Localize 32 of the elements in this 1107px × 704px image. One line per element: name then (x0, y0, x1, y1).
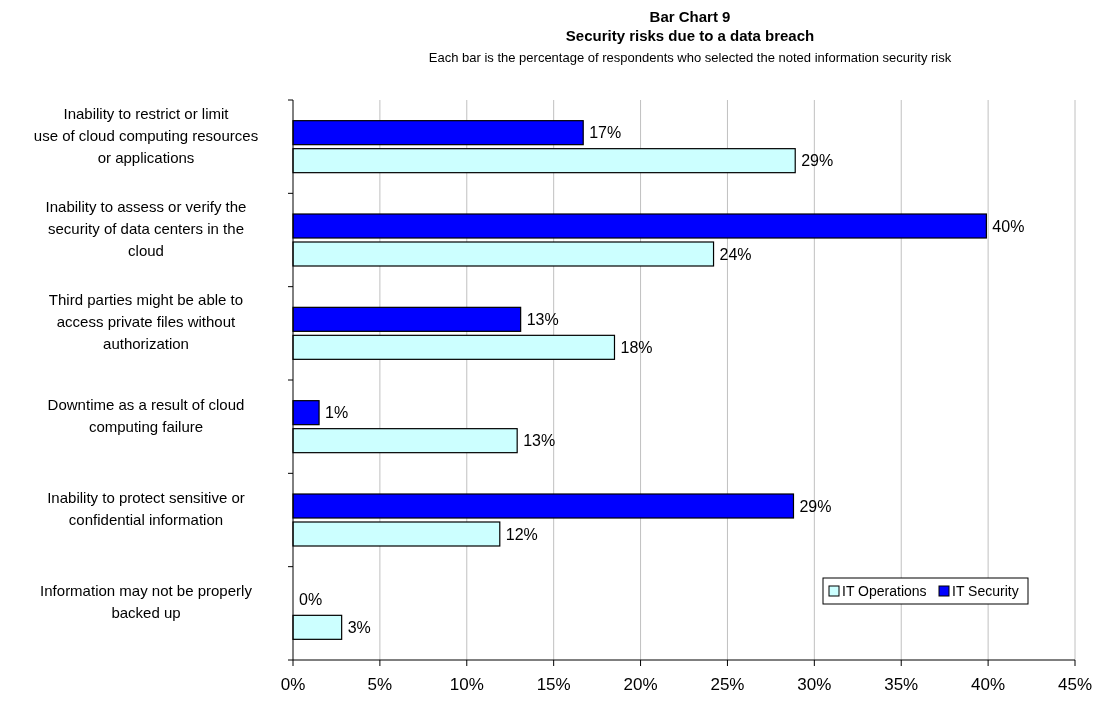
data-label: 12% (505, 525, 538, 543)
data-label: 3% (347, 618, 371, 636)
legend-label: IT Operations (842, 582, 927, 599)
x-tick-label: 35% (884, 675, 919, 694)
legend-label: IT Security (952, 582, 1019, 599)
y-tick-label: Inability to protect sensitive or confidential information (47, 489, 245, 528)
data-label: 13% (526, 310, 559, 328)
x-tick-label: 20% (623, 675, 658, 694)
x-tick-label: 15% (536, 675, 571, 694)
chart-subtitle: Each bar is the percentage of respondents who selected the noted information security risk (428, 50, 952, 65)
data-label: 0% (299, 590, 323, 608)
y-tick-label: Information may not be properly backed up (40, 582, 253, 622)
y-tick-label: Third parties might be able to access private files without authorization (48, 291, 244, 353)
y-tick-label: Inability to assess or verify the security of data centers in the cloud (45, 198, 247, 259)
x-tick-label: 0% (280, 675, 306, 694)
chart-title: Bar Chart 9 Security risks due to a data breach (565, 8, 815, 44)
x-tick-label: 25% (710, 675, 745, 694)
data-label: 29% (801, 152, 834, 170)
data-label: 1% (325, 404, 349, 422)
y-tick-label: Inability to restrict or limit use of cloud computing resources or applications (33, 104, 259, 166)
y-tick-label: Downtime as a result of cloud computing failure (47, 395, 245, 435)
x-tick-label: 10% (449, 675, 484, 694)
data-label: 29% (799, 497, 832, 515)
x-tick-label: 45% (1057, 675, 1093, 694)
x-tick-label: 30% (797, 675, 832, 694)
data-label: 24% (719, 245, 752, 263)
x-tick-label: 5% (367, 675, 393, 694)
data-label: 40% (992, 217, 1025, 235)
data-label: 18% (620, 338, 653, 356)
data-label: 17% (589, 124, 622, 142)
data-label: 13% (523, 432, 556, 450)
x-tick-label: 40% (971, 675, 1006, 694)
